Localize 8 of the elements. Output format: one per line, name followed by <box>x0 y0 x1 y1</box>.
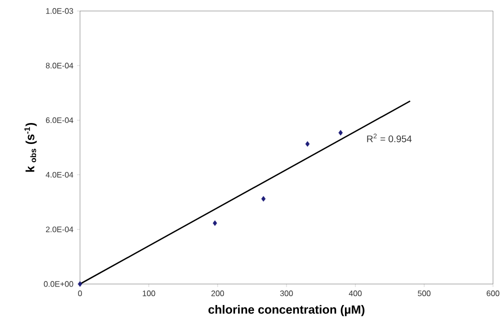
y-axis-title: k $_{obs}$ (s$^{-1}$) <box>24 123 37 172</box>
point <box>261 196 266 202</box>
point <box>338 130 343 136</box>
x-axis-title: chlorine concentration (µM) <box>208 305 364 316</box>
point <box>78 281 82 287</box>
point <box>305 141 310 147</box>
point <box>212 220 218 226</box>
annotation: R$^{2}$ = 0.954 <box>367 134 412 142</box>
